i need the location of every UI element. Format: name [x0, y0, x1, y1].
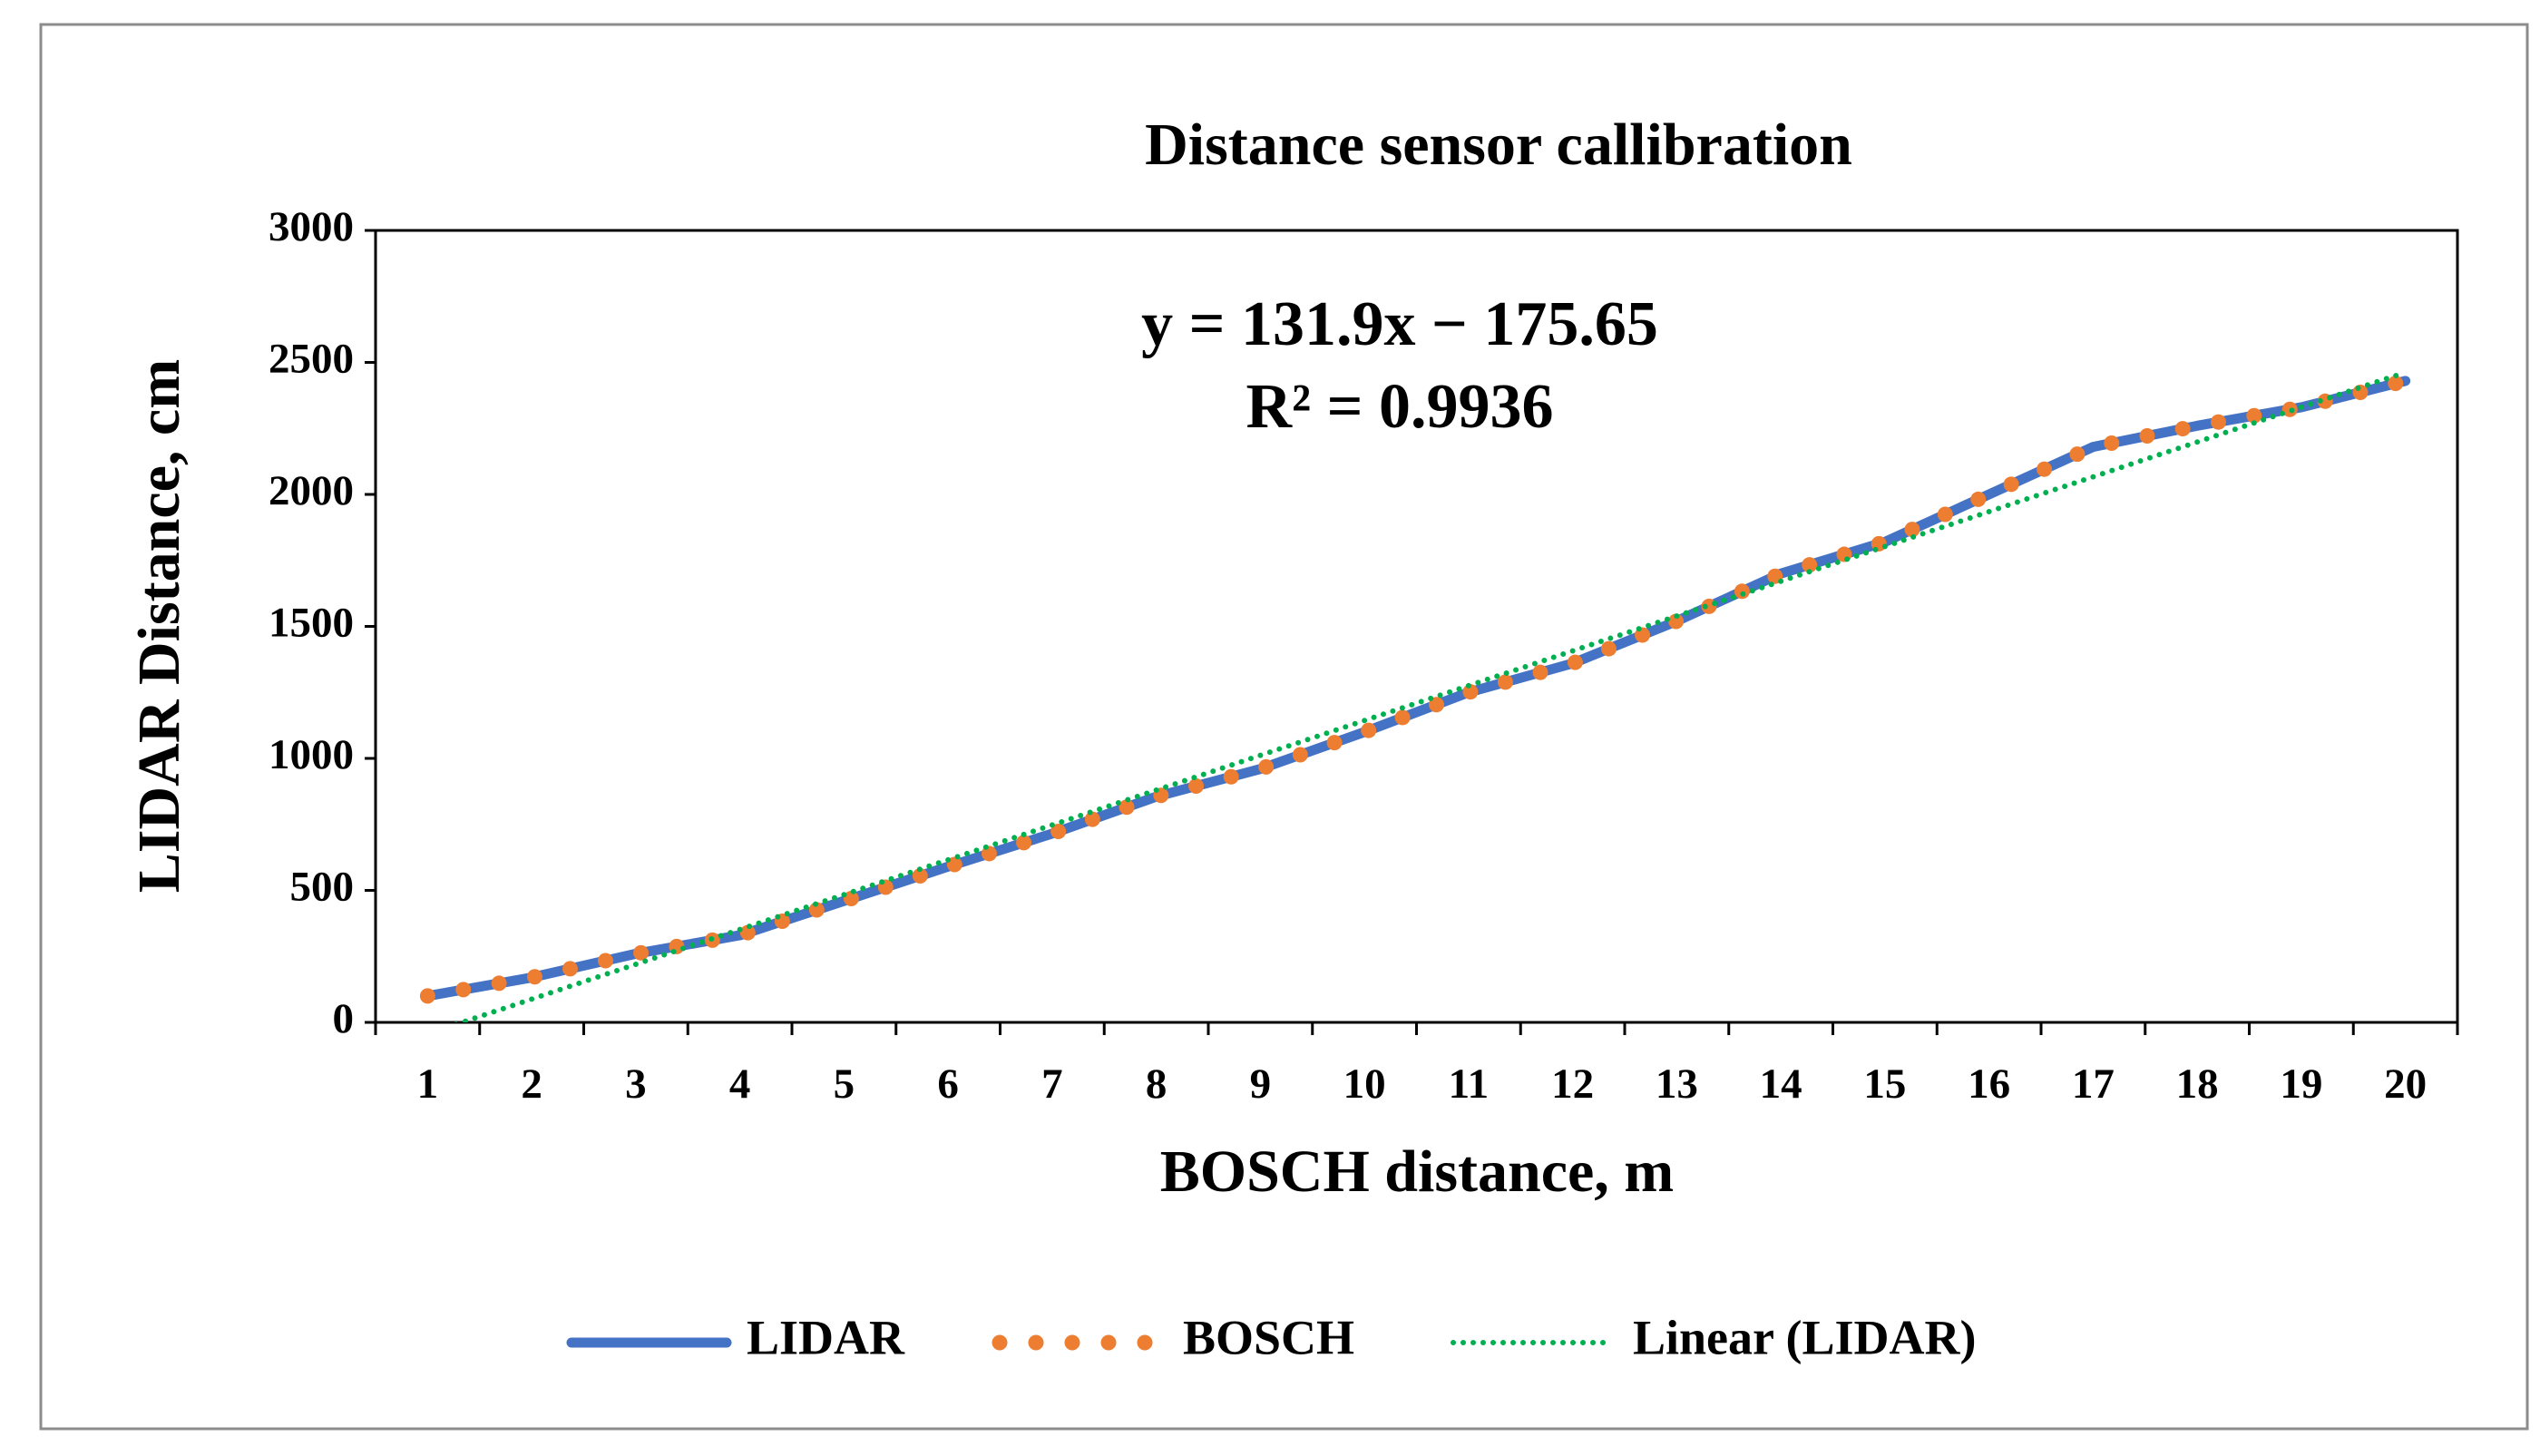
chart-border: [39, 23, 2529, 1431]
x-tick-label: 14: [1760, 1060, 1802, 1108]
x-axis-label: BOSCH distance, m: [1160, 1138, 1675, 1205]
x-tick-label: 12: [1551, 1060, 1594, 1108]
y-tick-label: 0: [333, 995, 355, 1042]
x-tick-label: 16: [1968, 1060, 2010, 1108]
y-axis-label: LIDAR Distance, cm: [126, 359, 192, 893]
x-tick-label: 8: [1146, 1060, 1167, 1108]
x-tick-label: 7: [1041, 1060, 1063, 1108]
x-tick-label: 13: [1656, 1060, 1698, 1108]
legend-label: LIDAR: [747, 1310, 905, 1364]
y-tick-label: 3000: [269, 203, 354, 250]
series-line: [419, 373, 2414, 1004]
x-tick-label: 2: [521, 1060, 542, 1108]
annotation: y = 131.9x − 175.65: [1141, 289, 1658, 359]
series-line: [453, 369, 2408, 1022]
legend-label: Linear (LIDAR): [1633, 1310, 1977, 1364]
x-tick-label: 3: [625, 1060, 647, 1108]
y-tick-label: 1000: [269, 731, 354, 778]
legend-label: BOSCH: [1183, 1310, 1354, 1364]
x-tick-label: 1: [417, 1060, 439, 1108]
x-tick-label: 6: [937, 1060, 959, 1108]
plot-series: [419, 369, 2414, 1022]
chart-title: Distance sensor callibration: [1145, 112, 1852, 178]
x-tick-label: 20: [2384, 1060, 2427, 1108]
y-tick-label: 2000: [269, 467, 354, 514]
y-tick-label: 1500: [269, 599, 354, 646]
x-tick-label: 4: [729, 1060, 751, 1108]
x-tick-label: 18: [2176, 1060, 2219, 1108]
y-tick-label: 2500: [269, 335, 354, 382]
x-tick-label: 5: [834, 1060, 855, 1108]
annotation: R² = 0.9936: [1246, 372, 1554, 442]
x-tick-label: 11: [1449, 1060, 1489, 1108]
y-tick-label: 500: [290, 863, 355, 910]
x-tick-label: 9: [1250, 1060, 1272, 1108]
x-tick-label: 17: [2072, 1060, 2115, 1108]
x-tick-label: 15: [1863, 1060, 1906, 1108]
x-tick-label: 10: [1343, 1060, 1386, 1108]
x-tick-label: 19: [2280, 1060, 2322, 1108]
